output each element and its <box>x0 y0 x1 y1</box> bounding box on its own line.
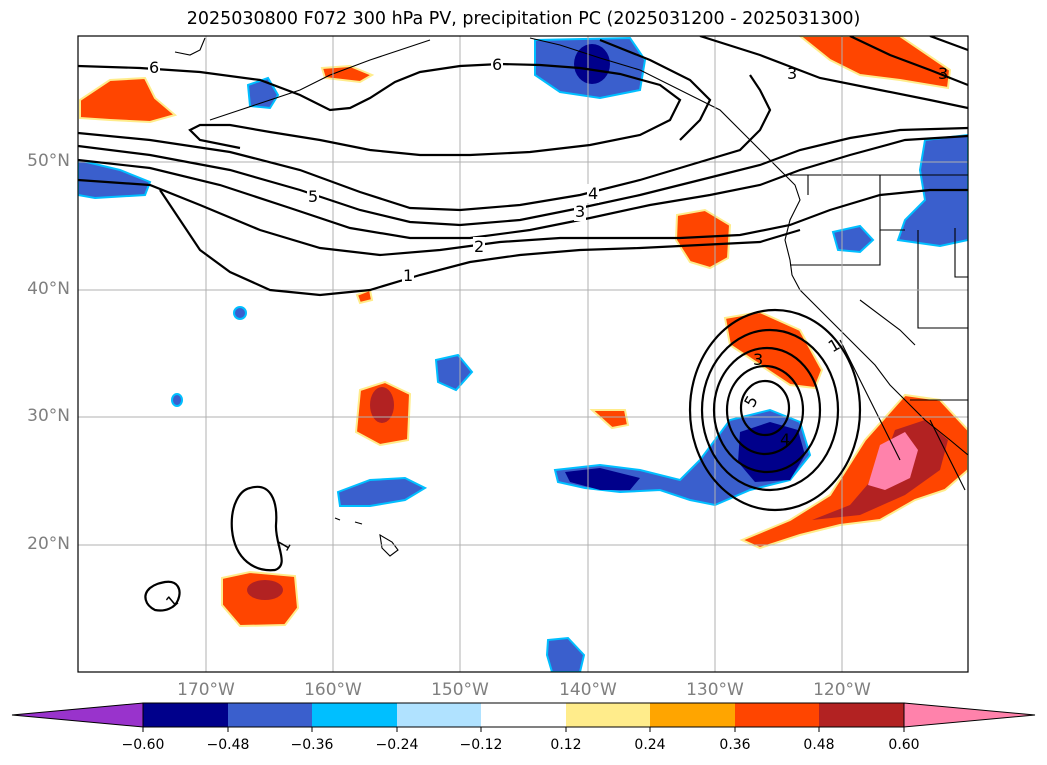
lon-label-120w: 120°W <box>813 680 871 700</box>
colorbar-tick: 0.60 <box>888 737 920 753</box>
colorbar-tick: −0.36 <box>290 737 334 753</box>
precip-neg-midpac <box>434 353 474 392</box>
contour-label: 6 <box>491 55 504 74</box>
pv-contour-1 <box>159 189 801 297</box>
precip-neg-aleutian <box>246 76 280 110</box>
precip-pos-mid <box>589 409 630 430</box>
coastlines <box>174 37 968 557</box>
pv-contour-4 <box>78 126 968 227</box>
colorbar-bin-3 <box>312 703 397 727</box>
lon-label-170w: 170°W <box>177 680 235 700</box>
colorbar-bin-4 <box>397 703 481 727</box>
colorbar-bin-9 <box>819 703 904 727</box>
pv-contour-ne <box>699 36 968 110</box>
pv-cutoff-5 <box>739 379 791 437</box>
colorbar <box>11 702 1036 732</box>
contour-label: 4 <box>780 430 791 449</box>
pv-contour-5 <box>78 74 772 212</box>
lat-label-30n: 30°N <box>27 406 70 426</box>
pv-cutoff-3 <box>712 346 822 474</box>
precip-neg-south <box>545 636 586 672</box>
pv-contour-6 <box>78 62 682 157</box>
precip-neg-small2 <box>171 393 183 407</box>
pv-contour-2 <box>78 178 968 257</box>
precip-neg-west <box>78 158 152 200</box>
pv-contours <box>78 36 968 612</box>
colorbar-tick: −0.60 <box>121 737 165 753</box>
precip-neg-oregon <box>831 224 875 254</box>
colorbar-bin-7 <box>650 703 735 727</box>
lat-label-50n: 50°N <box>27 151 70 171</box>
precip-pos-cutoff <box>723 310 824 390</box>
pv-contour-ne2 <box>849 36 968 87</box>
colorbar-tick: 0.36 <box>719 737 751 753</box>
contour-label: 6 <box>148 58 161 77</box>
contour-label: 5 <box>307 187 320 206</box>
pv-cutoff-1 <box>688 308 862 512</box>
pv-contour-6b <box>599 38 712 141</box>
colorbar-bin-2 <box>228 703 312 727</box>
contour-label: 3 <box>574 202 587 221</box>
colorbar-tick: 0.12 <box>550 737 582 753</box>
colorbar-bin-8 <box>735 703 819 727</box>
pv-loop-1a <box>230 485 283 572</box>
lon-label-160w: 160°W <box>304 680 362 700</box>
precip-pos-small <box>355 288 374 305</box>
lon-label-130w: 130°W <box>686 680 744 700</box>
precip-pos-center-core <box>370 387 394 423</box>
precip-neg-alaska-core <box>574 44 610 84</box>
colorbar-bin-1 <box>143 703 228 727</box>
lon-label-150w: 150°W <box>431 680 489 700</box>
lat-label-40n: 40°N <box>27 279 70 299</box>
colorbar-extend-high <box>903 702 1036 728</box>
contour-label: 3 <box>938 64 949 83</box>
contour-label: 1 <box>402 266 415 285</box>
colorbar-bin-5 <box>481 703 566 727</box>
colorbar-tick: 0.24 <box>634 737 666 753</box>
precip-neg-hawaii <box>336 476 428 507</box>
precip-neg-band-core-w <box>565 468 640 490</box>
precip-pos-offshore <box>674 208 732 270</box>
pv-cutoff-2 <box>700 328 840 492</box>
pv-cutoff-4 <box>725 364 805 456</box>
pv-contour-3 <box>78 134 968 240</box>
colorbar-tick: −0.24 <box>375 737 419 753</box>
colorbar-tick: 0.48 <box>803 737 835 753</box>
contour-label: 4 <box>587 184 600 203</box>
lat-label-20n: 20°N <box>27 534 70 554</box>
precip-pos-ne <box>798 36 952 90</box>
precip-pos-baja-peak <box>868 432 918 490</box>
precip-neg-small <box>233 306 247 320</box>
precip-pos-aleutian <box>320 64 375 84</box>
map-title: 2025030800 F072 300 hPa PV, precipitatio… <box>186 9 861 29</box>
precip-pos-west <box>79 76 178 124</box>
pv-contour-ne3 <box>929 36 968 52</box>
map-frame <box>77 35 969 673</box>
lon-label-140w: 140°W <box>559 680 617 700</box>
contour-label: 2 <box>473 237 486 256</box>
precip-shading <box>78 36 968 672</box>
colorbar-tick: −0.12 <box>459 737 503 753</box>
colorbar-bin-6 <box>566 703 650 727</box>
contour-label: 3 <box>753 350 764 369</box>
precip-pos-south-core <box>247 580 283 600</box>
colorbar-extend-low <box>11 702 144 728</box>
colorbar-tick: −0.48 <box>206 737 250 753</box>
pv-loop-1b <box>144 580 181 612</box>
contour-label: 3 <box>787 64 798 83</box>
